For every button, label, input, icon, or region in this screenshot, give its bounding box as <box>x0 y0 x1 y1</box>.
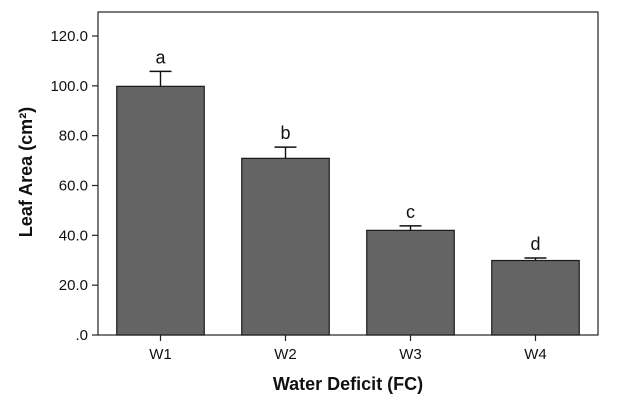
x-axis-title: Water Deficit (FC) <box>273 374 423 394</box>
x-tick-label: W3 <box>399 346 422 363</box>
y-tick-label: 20.0 <box>59 277 88 294</box>
significance-letter-w1: a <box>155 47 166 67</box>
x-tick-label: W1 <box>149 346 172 363</box>
y-tick-label: 80.0 <box>59 128 88 145</box>
significance-letter-w2: b <box>280 123 290 143</box>
y-tick-label: 40.0 <box>59 227 88 244</box>
y-axis-title: Leaf Area (cm²) <box>16 107 36 237</box>
y-tick-label: 60.0 <box>59 178 88 195</box>
bar-w1 <box>116 85 205 336</box>
x-axis: W1 W2 W3 W4 <box>149 335 547 363</box>
bar-series: a b c d <box>116 47 580 336</box>
y-tick-label: .0 <box>75 327 88 344</box>
bar-w3 <box>366 229 455 336</box>
x-tick-label: W4 <box>524 346 547 363</box>
bar-w2 <box>241 157 330 336</box>
y-tick-label: 100.0 <box>50 78 88 95</box>
significance-letter-w3: c <box>406 202 415 222</box>
y-axis: .0 20.0 40.0 60.0 80.0 100.0 120.0 <box>50 28 98 344</box>
y-tick-label: 120.0 <box>50 28 88 45</box>
significance-letter-w4: d <box>530 234 540 254</box>
x-tick-label: W2 <box>274 346 297 363</box>
bar-w4 <box>491 259 580 336</box>
plot-frame <box>97 11 599 336</box>
